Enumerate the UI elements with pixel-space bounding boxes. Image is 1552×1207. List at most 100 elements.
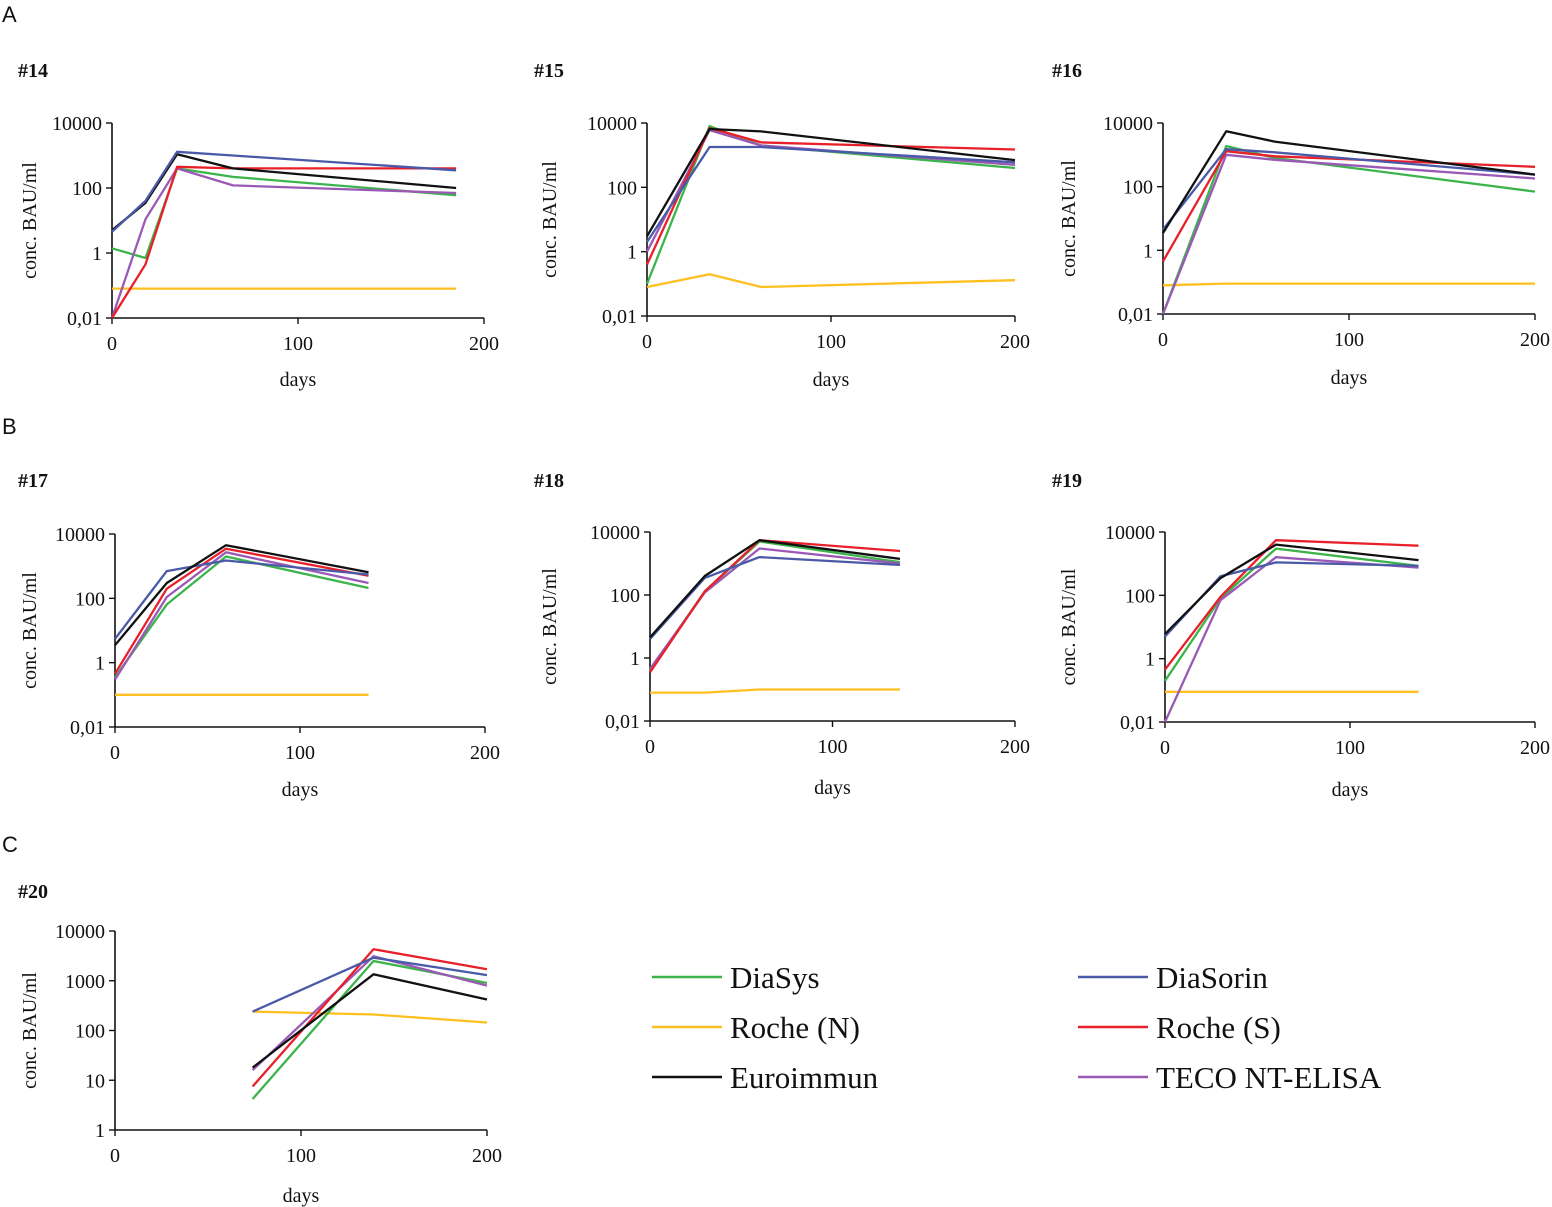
- y-tick-label: 100: [72, 178, 102, 200]
- x-tick-label: 100: [1334, 329, 1364, 351]
- series-line-roche-s: [1162, 150, 1536, 262]
- series-line-roche-s: [649, 539, 901, 674]
- series-line-diasorin: [1162, 148, 1536, 231]
- y-tick-label: 100: [607, 177, 637, 199]
- y-tick-label: 100: [75, 1021, 105, 1043]
- series-line-diasys: [111, 167, 457, 260]
- x-axis-label: days: [283, 1185, 320, 1207]
- x-tick-label: 0: [110, 1145, 120, 1167]
- series-line-diasys: [1164, 547, 1419, 682]
- y-tick-label: 10000: [587, 113, 637, 135]
- x-tick-label: 200: [1520, 329, 1550, 351]
- x-axis-label: days: [1332, 779, 1369, 801]
- y-tick-label: 0,01: [1120, 712, 1155, 734]
- legend-label: DiaSorin: [1156, 960, 1268, 995]
- x-tick-label: 100: [816, 331, 846, 353]
- series-line-diasorin: [649, 555, 901, 640]
- y-tick-label: 1: [92, 243, 102, 265]
- series-line-euroimmun: [646, 127, 1016, 237]
- chart-title: #20: [18, 881, 48, 903]
- y-tick-label: 0,01: [602, 306, 637, 328]
- chart-5: #18 0,01 1 100 10000 0 100 200 days conc. BAU/ml: [534, 470, 1030, 799]
- y-tick-label: 10000: [590, 522, 640, 544]
- y-tick-label: 1000: [65, 971, 105, 993]
- y-axis-label: conc. BAU/ml: [1058, 568, 1080, 685]
- x-axis-label: days: [282, 779, 319, 801]
- series-line-diasys: [251, 959, 488, 1100]
- series-line-diasorin: [114, 559, 369, 640]
- y-axis-label: conc. BAU/ml: [19, 572, 41, 689]
- legend-item: TECO NT-ELISA: [1078, 1060, 1382, 1095]
- chart-title: #19: [1052, 470, 1082, 492]
- chart-7: #20 1 10 100 1000 10000 0 100 200 days conc. BAU/m…: [18, 881, 502, 1207]
- legend-item: Roche (S): [1078, 1010, 1281, 1045]
- series-line-teco-nt-elisa: [1163, 556, 1419, 723]
- x-tick-label: 100: [1335, 737, 1365, 759]
- series-line-diasorin: [646, 145, 1016, 243]
- chart-title: #18: [534, 470, 564, 492]
- legend-item: Roche (N): [652, 1010, 860, 1045]
- series-line-euroimmun: [1162, 130, 1536, 234]
- x-tick-label: 200: [469, 333, 499, 355]
- x-axis-label: days: [814, 777, 851, 799]
- x-tick-label: 100: [283, 333, 313, 355]
- series-line-roche-s: [1164, 539, 1419, 671]
- y-tick-label: 0,01: [605, 711, 640, 733]
- y-tick-label: 10000: [1105, 522, 1155, 544]
- x-axis-label: days: [813, 369, 850, 391]
- legend-label: Euroimmun: [730, 1060, 879, 1095]
- panel-letter-a: A: [2, 2, 17, 27]
- series-line-roche-s: [114, 547, 369, 675]
- series-line-diasys: [649, 540, 901, 672]
- chart-4: #17 0,01 1 100 10000 0 100 200 days conc. BAU/ml: [18, 470, 500, 801]
- panel-letter-c: C: [2, 832, 18, 857]
- series-line-roche-n: [646, 273, 1016, 289]
- series-line-euroimmun: [251, 973, 488, 1069]
- legend-label: Roche (N): [730, 1010, 860, 1045]
- y-tick-label: 100: [1125, 585, 1155, 607]
- y-tick-label: 0,01: [67, 308, 102, 330]
- series-line-teco-nt-elisa: [649, 547, 901, 670]
- y-tick-label: 100: [610, 585, 640, 607]
- chart-2: #15 0,01 1 100 10000 0 100 200 days conc. BAU/ml: [534, 60, 1030, 391]
- x-tick-label: 0: [645, 736, 655, 758]
- y-axis-label: conc. BAU/ml: [1058, 160, 1080, 277]
- x-tick-label: 0: [1158, 329, 1168, 351]
- x-tick-label: 200: [1000, 331, 1030, 353]
- legend: DiaSys DiaSorin Roche (N) Roche (S) Euroimmu…: [652, 960, 1382, 1095]
- panel-letter-b: B: [2, 414, 17, 439]
- x-axis-label: days: [1331, 367, 1368, 389]
- series-line-roche-n: [650, 688, 900, 694]
- series-line-roche-s: [645, 126, 1016, 265]
- x-tick-label: 0: [107, 333, 117, 355]
- x-tick-label: 200: [470, 742, 500, 764]
- legend-item: DiaSys: [652, 960, 820, 995]
- legend-item: DiaSorin: [1078, 960, 1268, 995]
- y-axis-label: conc. BAU/ml: [19, 972, 41, 1089]
- y-tick-label: 1: [95, 1120, 105, 1142]
- series-line-euroimmun: [114, 544, 369, 646]
- legend-label: DiaSys: [730, 960, 820, 995]
- y-axis-label: conc. BAU/ml: [539, 568, 561, 685]
- series-line-diasys: [114, 555, 369, 678]
- chart-title: #17: [18, 470, 48, 492]
- y-axis-label: conc. BAU/ml: [539, 161, 561, 278]
- x-tick-label: 200: [1520, 737, 1550, 759]
- chart-title: #15: [534, 60, 564, 82]
- x-tick-label: 100: [286, 1145, 316, 1167]
- legend-item: Euroimmun: [652, 1060, 879, 1095]
- y-tick-label: 1: [1145, 649, 1155, 671]
- chart-title: #16: [1052, 60, 1082, 82]
- legend-label: Roche (S): [1156, 1010, 1281, 1045]
- y-tick-label: 10000: [55, 524, 105, 546]
- series-line-roche-n: [1162, 282, 1535, 287]
- x-tick-label: 100: [818, 736, 848, 758]
- y-tick-label: 1: [630, 648, 640, 670]
- series-line-teco-nt-elisa: [1161, 153, 1536, 315]
- chart-6: #19 0,01 1 100 10000 0 100 200 days conc. BAU/ml: [1052, 470, 1550, 801]
- y-tick-label: 0,01: [70, 717, 105, 739]
- series-line-euroimmun: [649, 539, 901, 639]
- y-tick-label: 1: [627, 242, 637, 264]
